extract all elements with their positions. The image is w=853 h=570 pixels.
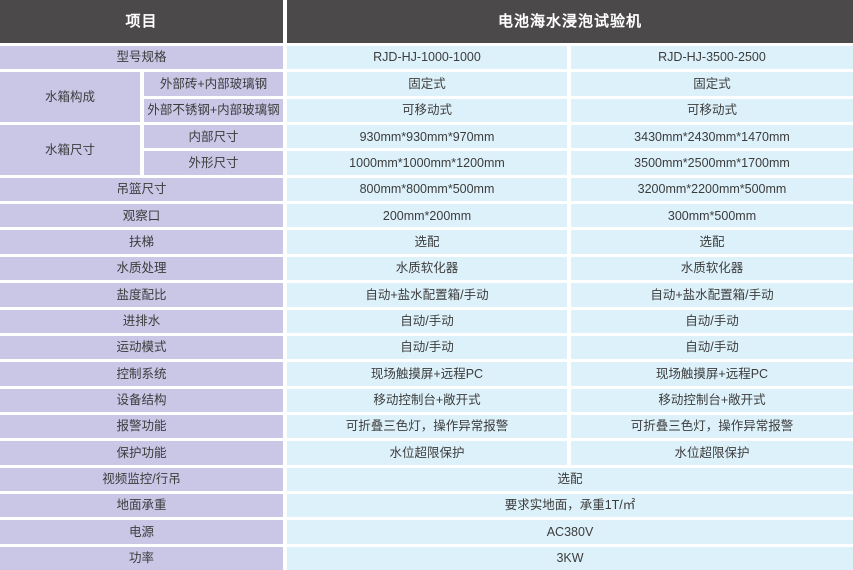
group-label-tank-size: 水箱尺寸 [0, 125, 140, 175]
row-label-water-treatment: 水质处理 [0, 256, 283, 281]
spec-value-col2: RJD-HJ-3500-2500 [571, 46, 853, 70]
spec-value-merged: 选配 [287, 467, 853, 491]
spec-value-col2: 3500mm*2500mm*1700mm [571, 151, 853, 175]
spec-value-col2: 选配 [571, 230, 853, 254]
spec-value-col2: 水质软化器 [571, 256, 853, 281]
spec-value-col1: 自动/手动 [287, 335, 567, 360]
spec-value-merged: 要求实地面，承重1T/㎡ [287, 493, 853, 518]
spec-value-col2: 移动控制台+敞开式 [571, 388, 853, 412]
sub-label: 外部砖+内部玻璃钢 [144, 72, 283, 96]
row-label-video-monitoring-crane: 视频监控/行吊 [0, 467, 283, 491]
spec-value-col1: 200mm*200mm [287, 204, 567, 228]
spec-value-col2: 自动/手动 [571, 335, 853, 360]
header-project: 项目 [0, 0, 283, 43]
row-label-viewport: 观察口 [0, 204, 283, 228]
spec-value-col1: 自动/手动 [287, 309, 567, 333]
spec-value-col1: 可移动式 [287, 98, 567, 123]
spec-value-col2: 水位超限保护 [571, 441, 853, 465]
spec-value-col1: 自动+盐水配置箱/手动 [287, 283, 567, 307]
spec-value-col2: 300mm*500mm [571, 204, 853, 228]
row-label-model: 型号规格 [0, 46, 283, 70]
spec-value-col2: 可折叠三色灯，操作异常报警 [571, 414, 853, 439]
spec-value-col2: 固定式 [571, 72, 853, 96]
spec-value-col1: 现场触摸屏+远程PC [287, 362, 567, 386]
spec-value-col1: 选配 [287, 230, 567, 254]
spec-value-col1: 1000mm*1000mm*1200mm [287, 151, 567, 175]
row-label-salinity-ratio: 盐度配比 [0, 283, 283, 307]
spec-value-col2: 自动/手动 [571, 309, 853, 333]
spec-value-col1: 水位超限保护 [287, 441, 567, 465]
spec-value-col2: 可移动式 [571, 98, 853, 123]
row-label-water-inlet-drain: 进排水 [0, 309, 283, 333]
row-label-power-rating: 功率 [0, 546, 283, 570]
spec-value-merged: 3KW [287, 546, 853, 570]
row-label-alarm-function: 报警功能 [0, 414, 283, 439]
row-label-power-supply: 电源 [0, 520, 283, 544]
row-label-motion-mode: 运动模式 [0, 335, 283, 360]
spec-value-merged: AC380V [287, 520, 853, 544]
spec-value-col2: 自动+盐水配置箱/手动 [571, 283, 853, 307]
spec-value-col1: 800mm*800mm*500mm [287, 177, 567, 202]
group-label-tank-composition: 水箱构成 [0, 72, 140, 123]
spec-value-col2: 3430mm*2430mm*1470mm [571, 125, 853, 149]
spec-value-col1: 可折叠三色灯，操作异常报警 [287, 414, 567, 439]
row-label-protection-function: 保护功能 [0, 441, 283, 465]
row-label-equipment-structure: 设备结构 [0, 388, 283, 412]
row-label-basket-size: 吊篮尺寸 [0, 177, 283, 202]
sub-label: 外部不锈钢+内部玻璃钢 [144, 98, 283, 123]
row-label-floor-load: 地面承重 [0, 493, 283, 518]
row-label-ladder: 扶梯 [0, 230, 283, 254]
spec-value-col2: 现场触摸屏+远程PC [571, 362, 853, 386]
spec-value-col1: 水质软化器 [287, 256, 567, 281]
spec-value-col1: 固定式 [287, 72, 567, 96]
sub-label: 外形尺寸 [144, 151, 283, 175]
spec-value-col2: 3200mm*2200mm*500mm [571, 177, 853, 202]
spec-value-col1: 930mm*930mm*970mm [287, 125, 567, 149]
sub-label: 内部尺寸 [144, 125, 283, 149]
header-machine-title: 电池海水浸泡试验机 [287, 0, 853, 43]
spec-value-col1: 移动控制台+敞开式 [287, 388, 567, 412]
spec-value-col1: RJD-HJ-1000-1000 [287, 46, 567, 70]
row-label-control-system: 控制系统 [0, 362, 283, 386]
